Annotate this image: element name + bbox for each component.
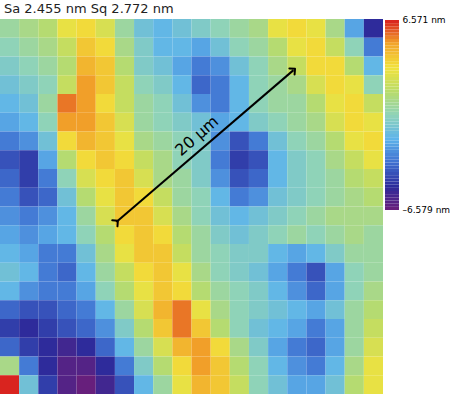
svg-text:–6.579 nm: –6.579 nm <box>403 205 451 215</box>
html-text:Sa 2.455 nm Sq 2.772 nm: Sa 2.455 nm Sq 2.772 nm <box>4 1 174 16</box>
svg-text:20 µm: 20 µm <box>171 112 222 160</box>
svg-text:6.571 nm: 6.571 nm <box>403 15 446 25</box>
